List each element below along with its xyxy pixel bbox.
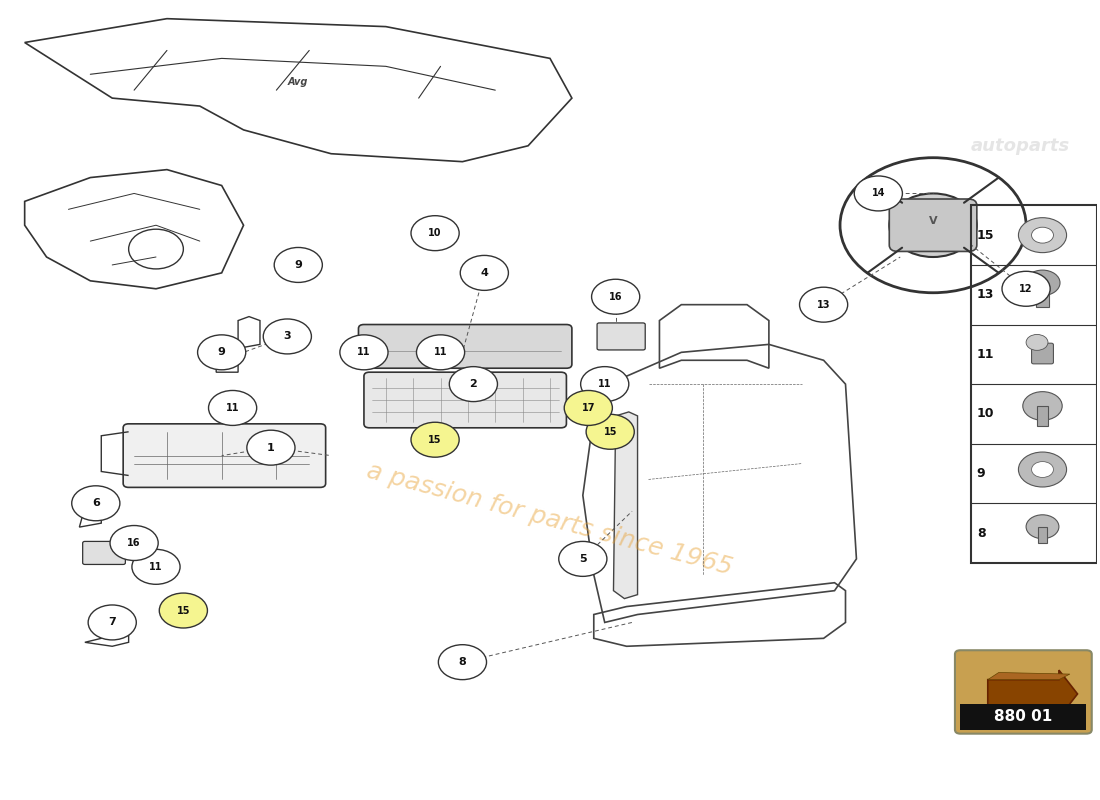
- FancyBboxPatch shape: [889, 199, 977, 251]
- Circle shape: [1002, 271, 1050, 306]
- Text: 8: 8: [977, 526, 986, 539]
- Text: autoparts: autoparts: [971, 137, 1070, 154]
- Text: 11: 11: [598, 379, 612, 389]
- Circle shape: [559, 542, 607, 576]
- Circle shape: [411, 216, 459, 250]
- Circle shape: [564, 390, 613, 426]
- FancyBboxPatch shape: [955, 650, 1091, 734]
- Circle shape: [1019, 218, 1067, 253]
- Text: 9: 9: [218, 347, 226, 358]
- Polygon shape: [988, 673, 1070, 680]
- Circle shape: [209, 390, 256, 426]
- Circle shape: [1026, 334, 1048, 350]
- Circle shape: [1026, 514, 1059, 538]
- Text: 13: 13: [817, 300, 830, 310]
- Text: 11: 11: [433, 347, 448, 358]
- Circle shape: [1023, 392, 1063, 420]
- Circle shape: [581, 366, 629, 402]
- Polygon shape: [988, 670, 1078, 718]
- Text: 11: 11: [977, 348, 994, 361]
- Text: 1: 1: [267, 442, 275, 453]
- Text: 15: 15: [604, 426, 617, 437]
- Text: 10: 10: [428, 228, 442, 238]
- Text: 3: 3: [284, 331, 292, 342]
- Text: 8: 8: [459, 657, 466, 667]
- Circle shape: [449, 366, 497, 402]
- Circle shape: [855, 176, 902, 211]
- Circle shape: [417, 335, 464, 370]
- Circle shape: [274, 247, 322, 282]
- Text: 11: 11: [150, 562, 163, 572]
- FancyBboxPatch shape: [1038, 526, 1047, 542]
- FancyBboxPatch shape: [1032, 343, 1054, 364]
- FancyBboxPatch shape: [82, 542, 125, 565]
- Circle shape: [460, 255, 508, 290]
- Text: Avg: Avg: [288, 77, 308, 86]
- Text: 10: 10: [977, 407, 994, 421]
- Text: a passion for parts since 1965: a passion for parts since 1965: [364, 458, 736, 580]
- FancyBboxPatch shape: [123, 424, 326, 487]
- Text: 4: 4: [481, 268, 488, 278]
- Circle shape: [263, 319, 311, 354]
- Text: 9: 9: [295, 260, 302, 270]
- Circle shape: [800, 287, 848, 322]
- Circle shape: [246, 430, 295, 465]
- Circle shape: [439, 645, 486, 680]
- Text: V: V: [928, 216, 937, 226]
- Text: 9: 9: [977, 467, 986, 480]
- Text: 15: 15: [177, 606, 190, 615]
- Text: 16: 16: [609, 292, 623, 302]
- Text: 11: 11: [358, 347, 371, 358]
- FancyBboxPatch shape: [1036, 286, 1049, 306]
- Text: 15: 15: [428, 434, 442, 445]
- Polygon shape: [614, 412, 638, 598]
- Circle shape: [88, 605, 136, 640]
- Circle shape: [160, 593, 208, 628]
- Circle shape: [1019, 452, 1067, 487]
- Circle shape: [889, 194, 977, 257]
- Text: 17: 17: [582, 403, 595, 413]
- Text: 15: 15: [977, 229, 994, 242]
- Text: 12: 12: [1020, 284, 1033, 294]
- Circle shape: [72, 486, 120, 521]
- Circle shape: [132, 550, 180, 584]
- Text: 16: 16: [128, 538, 141, 548]
- FancyBboxPatch shape: [1037, 406, 1048, 426]
- Text: 7: 7: [108, 618, 117, 627]
- Text: 14: 14: [871, 189, 886, 198]
- Text: 5: 5: [579, 554, 586, 564]
- Text: 13: 13: [977, 288, 994, 302]
- FancyBboxPatch shape: [364, 372, 566, 428]
- FancyBboxPatch shape: [960, 704, 1087, 730]
- Circle shape: [592, 279, 640, 314]
- FancyBboxPatch shape: [597, 323, 646, 350]
- Circle shape: [411, 422, 459, 457]
- Circle shape: [110, 526, 158, 561]
- Circle shape: [1032, 227, 1054, 243]
- Text: 11: 11: [226, 403, 240, 413]
- Circle shape: [1025, 270, 1060, 295]
- Circle shape: [586, 414, 635, 450]
- Circle shape: [198, 335, 245, 370]
- Text: 880 01: 880 01: [994, 710, 1053, 725]
- FancyBboxPatch shape: [359, 325, 572, 368]
- Circle shape: [1032, 462, 1054, 478]
- Circle shape: [340, 335, 388, 370]
- Text: 6: 6: [92, 498, 100, 508]
- Text: 2: 2: [470, 379, 477, 389]
